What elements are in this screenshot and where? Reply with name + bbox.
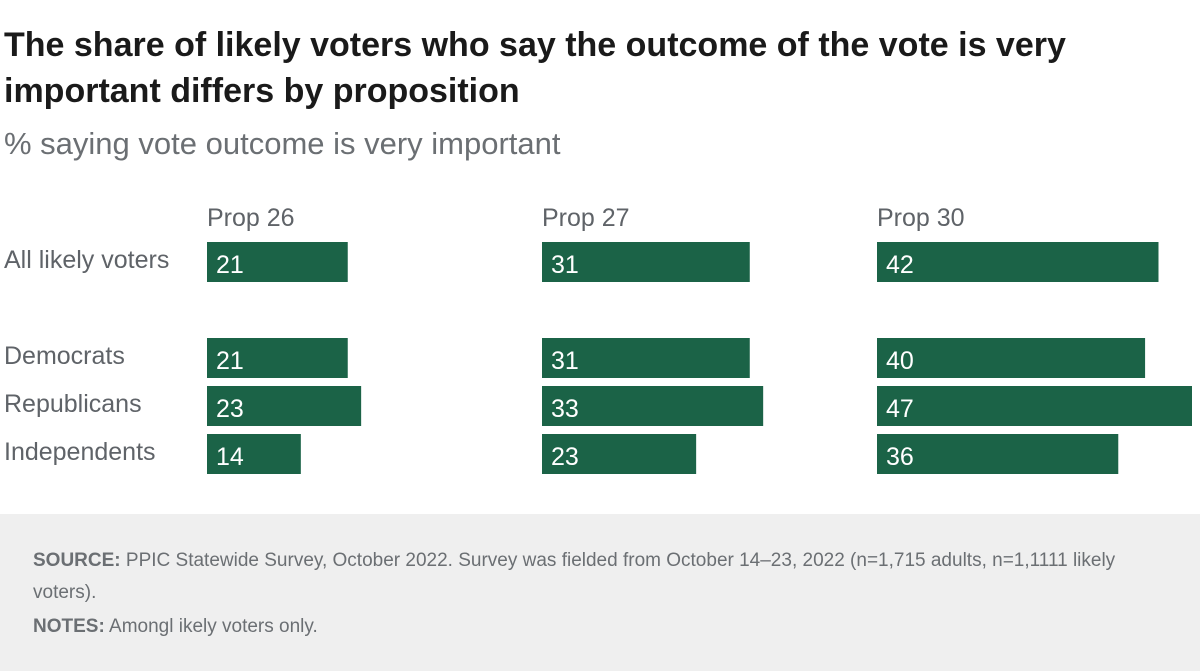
notes-label: NOTES: [33,616,105,637]
panel-header: Prop 27 [542,204,630,232]
bar [207,242,348,282]
bar-value-label: 23 [551,443,579,471]
bar-value-label: 21 [216,251,244,279]
bar-chart: All likely voters Democrats Republicans Ind… [4,204,1192,474]
bar-value-label: 21 [216,347,244,375]
source-label: SOURCE: [33,550,121,571]
notes-text: Amongl ikely voters only. [109,616,318,637]
notes-note: NOTES: Amongl ikely voters only. [33,611,1163,643]
bar-value-label: 47 [886,395,914,423]
bar [542,338,750,378]
panel-header: Prop 30 [877,204,965,232]
bar [542,434,697,474]
bar [542,386,764,426]
bar [542,242,750,282]
bar-value-label: 31 [551,251,579,279]
bar-value-label: 33 [551,395,579,423]
panel-header: Prop 26 [207,204,295,232]
bar [207,434,301,474]
bar [877,242,1159,282]
bar [207,338,348,378]
bar-value-label: 40 [886,347,914,375]
bar-value-label: 42 [886,251,914,279]
bar-value-label: 14 [216,443,244,471]
chart-title: The share of likely voters who say the o… [4,26,1066,110]
category-label: Democrats [4,342,125,370]
footer-notes: SOURCE: PPIC Statewide Survey, October 2… [0,514,1200,671]
bar [877,386,1192,426]
chart-subtitle: % saying vote outcome is very important [4,126,561,161]
category-label: All likely voters [4,246,169,274]
bar-value-label: 23 [216,395,244,423]
source-text: PPIC Statewide Survey, October 2022. Sur… [33,550,1116,603]
bar-value-label: 31 [551,347,579,375]
bar [877,338,1146,378]
bar-value-label: 36 [886,443,914,471]
bar [207,386,362,426]
source-note: SOURCE: PPIC Statewide Survey, October 2… [33,545,1163,609]
category-label: Independents [4,438,156,466]
category-label: Republicans [4,390,142,418]
bar [877,434,1119,474]
